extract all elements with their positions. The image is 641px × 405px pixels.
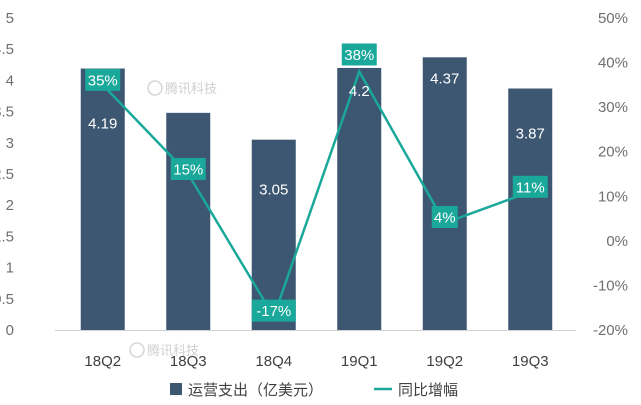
x-tick-label: 19Q1 <box>341 353 378 370</box>
right-tick-label: 50% <box>598 10 628 27</box>
pct-label-box: 38% <box>341 43 377 66</box>
x-tick-label: 18Q4 <box>255 353 292 370</box>
right-tick-label: 20% <box>598 144 628 161</box>
x-tick-label: 19Q2 <box>426 353 463 370</box>
left-tick-label: 4.5 <box>0 41 14 58</box>
pct-label-bg <box>170 158 206 180</box>
left-tick-label: 3.5 <box>0 104 14 121</box>
right-tick-label: 10% <box>598 188 628 205</box>
left-tick-label: 1 <box>6 260 14 277</box>
bar-18Q3 <box>166 112 211 331</box>
bar-series <box>80 57 553 331</box>
bar-label-group: 4.193.483.054.24.373.87 <box>88 70 545 198</box>
pct-label-text: 38% <box>344 47 374 64</box>
right-y-axis: -20% -10% 0% 10% 20% 30% 40% 50% <box>593 10 628 339</box>
left-tick-label: 0 <box>6 322 14 339</box>
left-tick-label: 2.5 <box>0 166 14 183</box>
watermark-text: 腾讯科技 <box>147 343 199 359</box>
pct-label-box: 4% <box>431 206 458 229</box>
watermark-text: 腾讯科技 <box>165 81 217 97</box>
left-tick-label: 4 <box>6 72 14 89</box>
bar-value-label: 3.05 <box>259 182 288 199</box>
bar-19Q2 <box>422 57 467 330</box>
pct-label-bg <box>512 175 548 198</box>
watermark: 腾讯科技 <box>147 80 217 97</box>
pct-label-text: 11% <box>516 179 545 196</box>
bar-19Q1 <box>337 67 382 331</box>
left-tick-label: 0.5 <box>0 291 14 308</box>
x-tick-label: 18Q3 <box>170 353 207 370</box>
bar-value-label: 4.19 <box>88 116 117 133</box>
left-y-axis: 0 0.5 1 1.5 2 2.5 3 3.5 4 4.5 5 <box>0 10 14 339</box>
legend-bar-label: 运营支出（亿美元） <box>188 382 323 399</box>
left-tick-label: 5 <box>6 10 14 27</box>
watermark: 腾讯科技 <box>129 342 199 359</box>
right-tick-label: 0% <box>606 233 628 250</box>
pct-label-box: 15% <box>170 158 206 180</box>
x-tick-label: 18Q2 <box>84 353 121 370</box>
right-tick-label: 40% <box>598 55 628 72</box>
right-tick-label: -10% <box>593 277 628 294</box>
pct-label-bg <box>251 299 296 322</box>
bar-18Q2 <box>80 68 125 330</box>
right-tick-label: -20% <box>593 322 628 339</box>
x-tick-label: 19Q3 <box>512 353 549 370</box>
pct-label-bg <box>431 206 458 229</box>
bar-19Q3 <box>508 88 553 331</box>
pct-label-text: 4% <box>434 210 456 227</box>
pct-label-bg <box>341 43 377 66</box>
bar-18Q4 <box>251 139 296 330</box>
bar-value-label: 4.37 <box>430 70 459 87</box>
bar-value-label: 3.87 <box>516 126 545 143</box>
pct-label-box: 35% <box>85 68 121 91</box>
pct-label-text: 35% <box>88 72 118 89</box>
bar-value-label: 4.2 <box>349 83 370 100</box>
left-tick-label: 2 <box>6 197 14 214</box>
pct-label-text: 15% <box>173 162 203 179</box>
watermark-logo-icon <box>147 80 163 96</box>
x-axis: 18Q2 18Q3 18Q4 19Q1 19Q2 19Q3 <box>55 330 576 370</box>
left-tick-label: 1.5 <box>0 228 14 245</box>
legend-bar-swatch <box>170 383 182 395</box>
pct-label-box: -17% <box>251 299 296 322</box>
right-tick-label: 30% <box>598 99 628 116</box>
pct-label-bg <box>85 68 121 91</box>
pct-label-group: 35% 15% -17% 38% 4% 11% <box>85 43 548 322</box>
left-tick-label: 3 <box>6 135 14 152</box>
legend-line-label: 同比增幅 <box>398 382 458 399</box>
pct-label-box: 11% <box>512 175 548 198</box>
legend: 运营支出（亿美元） 同比增幅 <box>170 382 458 399</box>
watermark-logo-icon <box>129 342 145 358</box>
pct-label-text: -17% <box>256 303 291 320</box>
